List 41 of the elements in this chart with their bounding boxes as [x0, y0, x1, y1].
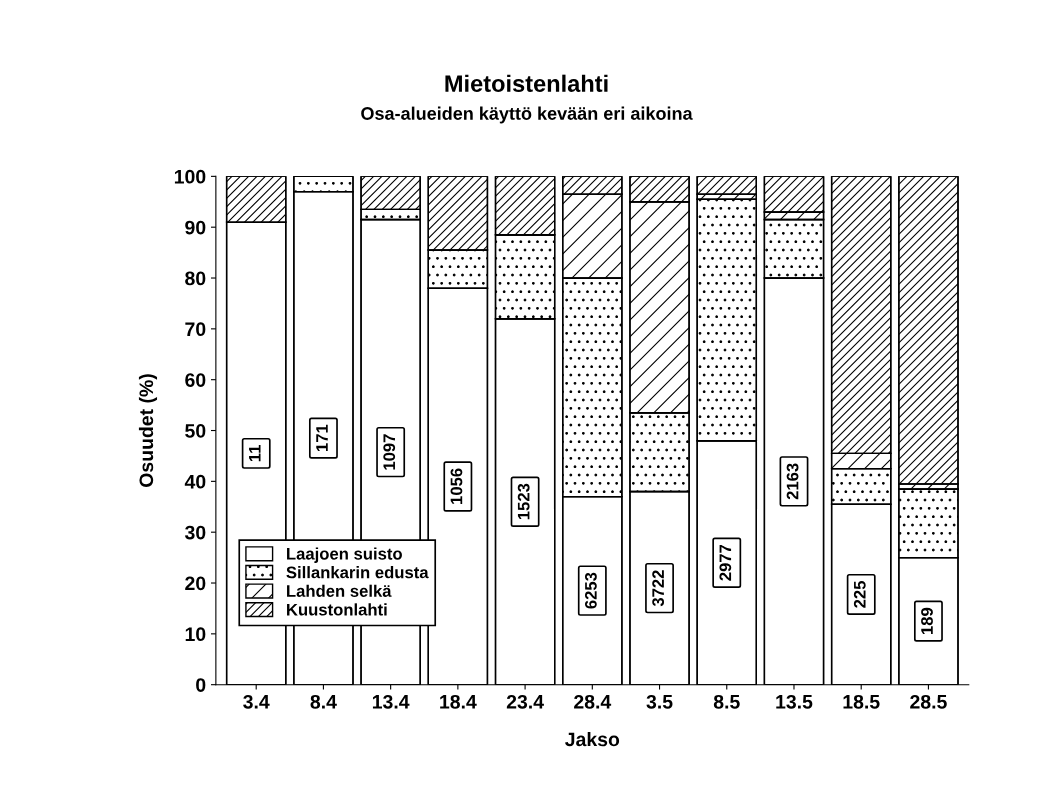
annotation: 225 — [853, 581, 866, 608]
legend-label: Sillankarin edusta — [286, 566, 429, 579]
annotation: 2163 — [786, 463, 799, 500]
x-tick-label: 28.5 — [910, 694, 947, 709]
chart-title: Mietoistenlahti — [445, 74, 608, 92]
y-tick-label: 50 — [185, 423, 206, 438]
x-tick-label: 3.5 — [646, 694, 673, 709]
y-tick-label: 30 — [184, 525, 206, 540]
y-tick-label: 0 — [196, 678, 206, 692]
x-tick-label: 23.4 — [506, 694, 544, 709]
y-tick-label: 20 — [185, 576, 206, 591]
annotation: 2977 — [719, 544, 732, 581]
x-tick-label: 18.4 — [440, 694, 477, 709]
x-tick-label: 13.5 — [776, 694, 813, 709]
annotation: 11 — [249, 445, 261, 462]
y-tick-label: 90 — [185, 220, 206, 235]
x-tick-label: 3.4 — [243, 694, 270, 709]
legend-label: Laajoen suisto — [287, 547, 402, 563]
x-tick-label: 8.5 — [713, 694, 740, 709]
y-axis-title: Osuudet (%) — [138, 374, 158, 487]
annotation: 1097 — [383, 434, 396, 470]
annotation: 189 — [921, 607, 933, 634]
y-tick-label: 70 — [185, 322, 206, 337]
x-tick-label: 8.4 — [310, 694, 337, 709]
legend-label: Lahden selkä — [287, 584, 392, 597]
x-tick-label: 18.5 — [843, 694, 880, 709]
y-tick-label: 100 — [174, 169, 206, 184]
x-tick-label: 13.4 — [372, 694, 410, 709]
annotation: 1523 — [517, 483, 530, 520]
chart-subtitle: Osa-alueiden käyttö kevään eri aikoina — [361, 106, 693, 124]
x-axis-title: Jakso — [565, 731, 620, 747]
y-tick-label: 60 — [185, 373, 206, 387]
y-tick-label: 80 — [185, 271, 206, 286]
x-tick-label: 28.4 — [574, 694, 612, 709]
legend-label: Kuustonlahti — [287, 603, 387, 616]
annotation: 6253 — [584, 572, 597, 609]
y-tick-label: 40 — [184, 474, 206, 489]
annotation: 3722 — [652, 570, 665, 607]
annotation: 1056 — [450, 468, 463, 504]
y-tick-label: 10 — [185, 627, 206, 642]
annotation: 171 — [316, 424, 328, 451]
